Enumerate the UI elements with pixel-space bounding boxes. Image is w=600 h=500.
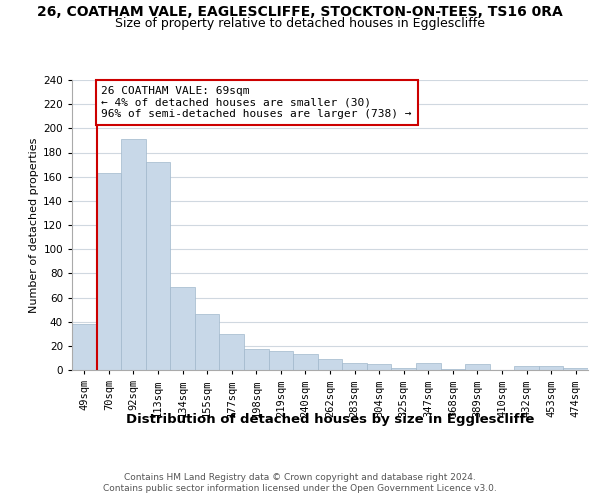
Bar	[220, 334, 244, 370]
Bar	[146, 162, 170, 370]
Bar	[195, 314, 220, 370]
Text: Contains HM Land Registry data © Crown copyright and database right 2024.: Contains HM Land Registry data © Crown c…	[124, 472, 476, 482]
Y-axis label: Number of detached properties: Number of detached properties	[29, 138, 39, 312]
Bar	[416, 363, 440, 370]
Bar	[97, 173, 121, 370]
Bar	[318, 359, 342, 370]
Text: Contains public sector information licensed under the Open Government Licence v3: Contains public sector information licen…	[103, 484, 497, 493]
Bar	[465, 364, 490, 370]
Bar	[367, 364, 391, 370]
Bar	[342, 363, 367, 370]
Bar	[244, 350, 269, 370]
Text: 26, COATHAM VALE, EAGLESCLIFFE, STOCKTON-ON-TEES, TS16 0RA: 26, COATHAM VALE, EAGLESCLIFFE, STOCKTON…	[37, 5, 563, 19]
Bar	[170, 286, 195, 370]
Text: 26 COATHAM VALE: 69sqm
← 4% of detached houses are smaller (30)
96% of semi-deta: 26 COATHAM VALE: 69sqm ← 4% of detached …	[101, 86, 412, 119]
Bar	[72, 324, 97, 370]
Bar	[391, 368, 416, 370]
Bar	[121, 139, 146, 370]
Text: Size of property relative to detached houses in Egglescliffe: Size of property relative to detached ho…	[115, 18, 485, 30]
Bar	[440, 369, 465, 370]
Bar	[293, 354, 318, 370]
Bar	[514, 366, 539, 370]
Bar	[563, 368, 588, 370]
Bar	[539, 366, 563, 370]
Text: Distribution of detached houses by size in Egglescliffe: Distribution of detached houses by size …	[126, 412, 534, 426]
Bar	[269, 350, 293, 370]
